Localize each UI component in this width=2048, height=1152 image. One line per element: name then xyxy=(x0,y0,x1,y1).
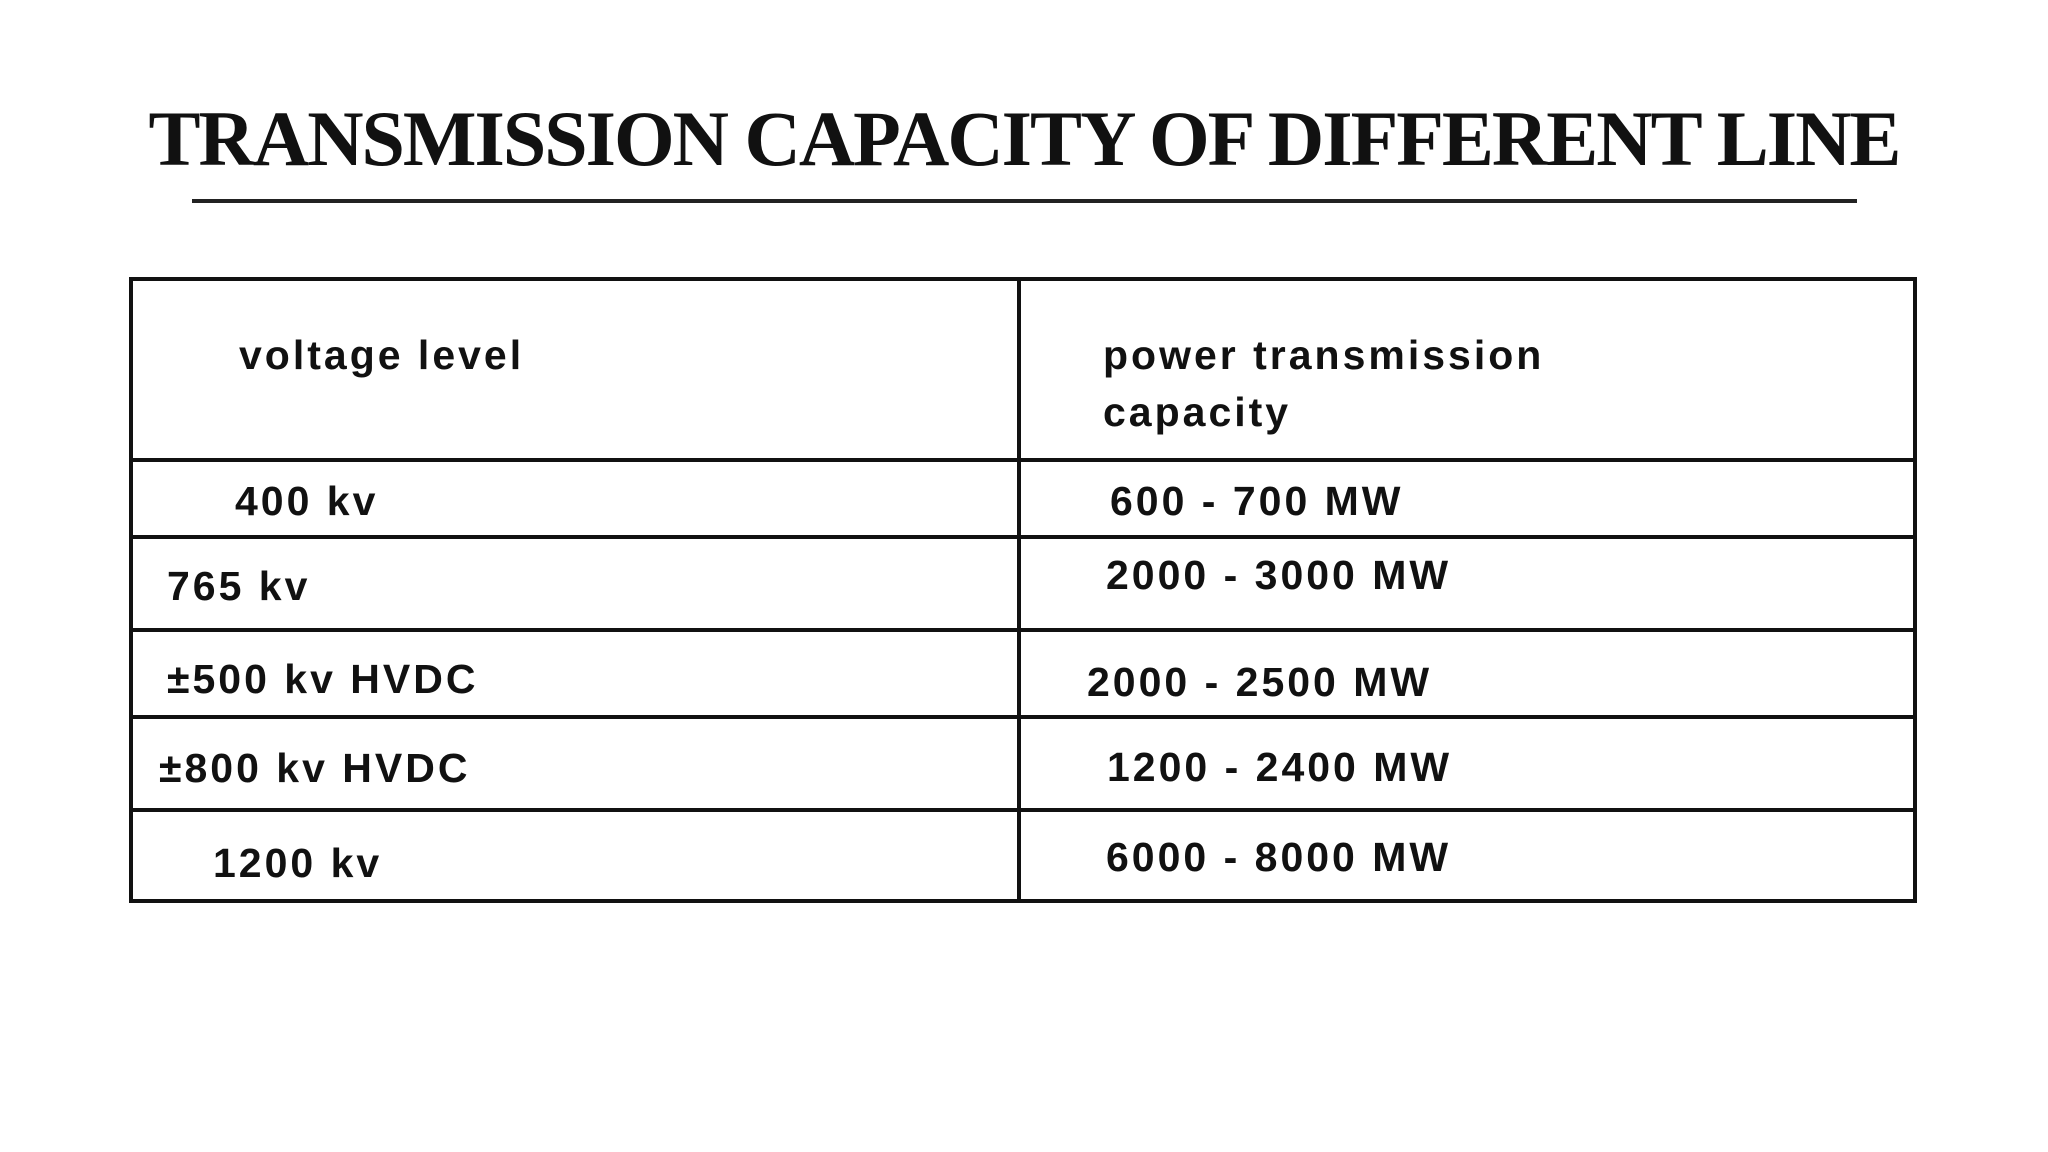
table-cell: 6000 - 8000 MW xyxy=(1106,834,1452,880)
table-cell: 2000 - 3000 MW xyxy=(1106,552,1452,598)
table-cell: 600 - 700 MW xyxy=(1110,478,1404,524)
table-cell: 765 kv xyxy=(167,563,311,609)
table-cell: 1200 kv xyxy=(213,840,383,886)
title-underline xyxy=(192,199,1857,203)
table-cell: 1200 - 2400 MW xyxy=(1107,744,1453,790)
table-cell: ±500 kv HVDC xyxy=(167,656,479,702)
table-cell: 400 kv xyxy=(235,478,379,524)
table-cell: ±800 kv HVDC xyxy=(159,745,471,791)
header-cell: power transmission capacity xyxy=(1103,332,1545,435)
header-cell: voltage level xyxy=(239,332,525,378)
table-cell: 2000 - 2500 MW xyxy=(1087,659,1433,705)
slide-title: TRANSMISSION CAPACITY OF DIFFERENT LINE xyxy=(148,95,1902,182)
table-border xyxy=(129,277,1917,903)
